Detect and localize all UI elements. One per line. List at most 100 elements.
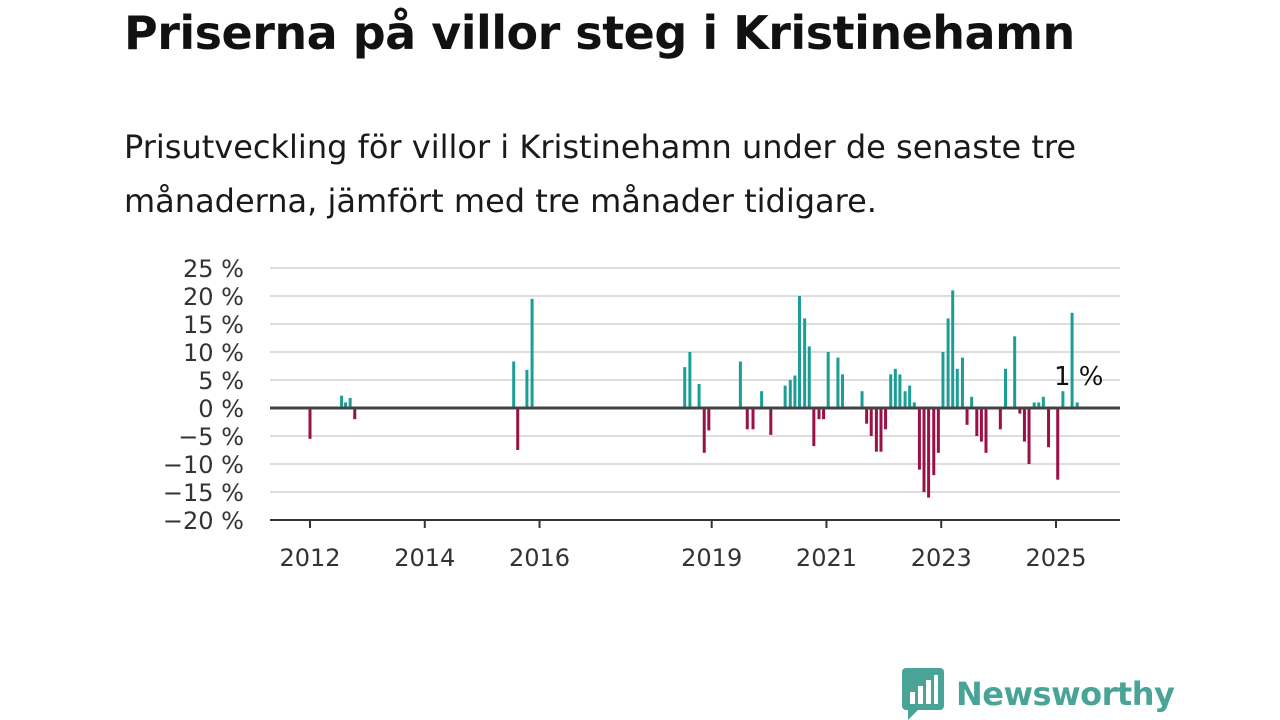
bar (751, 408, 755, 430)
bar (697, 383, 701, 408)
chart-title: Priserna på villor steg i Kristinehamn (124, 6, 1075, 60)
bar (946, 318, 950, 408)
bar (683, 367, 687, 408)
x-tick-label: 2021 (796, 544, 857, 572)
bar (869, 408, 873, 436)
x-tick-label: 2014 (394, 544, 455, 572)
bar (688, 352, 692, 408)
x-tick-label: 2012 (279, 544, 340, 572)
bar (965, 408, 969, 425)
bar (941, 352, 945, 408)
bar (951, 290, 955, 408)
bar (344, 402, 348, 408)
bar (960, 357, 964, 408)
y-tick-label: −20 % (163, 507, 244, 535)
bar-chart: 25 %20 %15 %10 %5 %0 %−5 %−10 %−15 %−20 … (163, 255, 1120, 572)
bar (707, 408, 711, 431)
bar (793, 375, 797, 408)
bar (884, 408, 888, 430)
y-tick-label: −10 % (163, 451, 244, 479)
bar (836, 357, 840, 408)
bar (702, 408, 706, 453)
bar (822, 408, 826, 420)
bar (353, 408, 357, 420)
bar (903, 391, 907, 408)
bar (803, 318, 807, 408)
bar (760, 391, 764, 408)
y-tick-label: 5 % (198, 367, 244, 395)
bar (738, 361, 742, 408)
bar (745, 408, 749, 430)
bar (308, 408, 312, 439)
bar (1022, 408, 1026, 442)
bar (340, 395, 344, 408)
bar (865, 408, 869, 424)
bar (812, 408, 816, 447)
bar (1075, 402, 1079, 408)
bar (874, 408, 878, 452)
x-tick-label: 2019 (681, 544, 742, 572)
brand-name: Newsworthy (956, 675, 1175, 713)
bar (1070, 312, 1074, 408)
bar (998, 408, 1002, 430)
bar (530, 298, 534, 408)
bar (807, 346, 811, 408)
bar (348, 397, 352, 408)
gridlines (270, 267, 1120, 493)
bar (1037, 402, 1041, 408)
bars (308, 290, 1079, 498)
bar (1013, 336, 1017, 408)
bar (516, 408, 520, 450)
bar (769, 408, 773, 435)
newsworthy-logo: Newsworthy (902, 668, 1175, 720)
bar (1027, 408, 1031, 464)
bar (898, 374, 902, 408)
bar (917, 408, 921, 470)
y-tick-label: 20 % (183, 283, 244, 311)
bar (879, 408, 883, 452)
y-tick-label: 0 % (198, 395, 244, 423)
newsworthy-bar-chart-icon (902, 668, 944, 720)
bar (797, 296, 801, 408)
bar (1047, 408, 1051, 448)
bar (979, 408, 983, 442)
bar (955, 368, 959, 408)
bar (932, 408, 936, 476)
bar (912, 402, 916, 408)
bar (1056, 408, 1060, 480)
bar (826, 352, 830, 408)
bar (936, 408, 940, 453)
bar (512, 361, 516, 408)
bar (1004, 368, 1008, 408)
bar (788, 380, 792, 408)
bar (1061, 391, 1065, 408)
y-tick-label: −15 % (163, 479, 244, 507)
x-tick-label: 2016 (509, 544, 570, 572)
bar (817, 408, 821, 420)
y-tick-label: −5 % (178, 423, 244, 451)
bar (975, 408, 979, 436)
bar (783, 385, 787, 408)
bar (922, 408, 926, 492)
x-tick-label: 2025 (1025, 544, 1086, 572)
y-tick-label: 15 % (183, 311, 244, 339)
x-tick-label: 2023 (911, 544, 972, 572)
bar (927, 408, 931, 498)
y-tick-label: 25 % (183, 255, 244, 283)
bar (1018, 408, 1022, 414)
bar (860, 391, 864, 408)
bar (908, 385, 912, 408)
bar (889, 374, 893, 408)
y-tick-label: 10 % (183, 339, 244, 367)
bar (525, 369, 529, 408)
chart-subtitle: Prisutveckling för villor i Kristinehamn… (124, 128, 1077, 220)
bar (841, 374, 845, 408)
axes: 25 %20 %15 %10 %5 %0 %−5 %−10 %−15 %−20 … (163, 255, 1120, 572)
bar (970, 396, 974, 408)
bar (893, 368, 897, 408)
latest-value-annotation: 1 % (1054, 362, 1104, 392)
bar (1032, 402, 1036, 408)
bar (984, 408, 988, 453)
bar (1041, 396, 1045, 408)
